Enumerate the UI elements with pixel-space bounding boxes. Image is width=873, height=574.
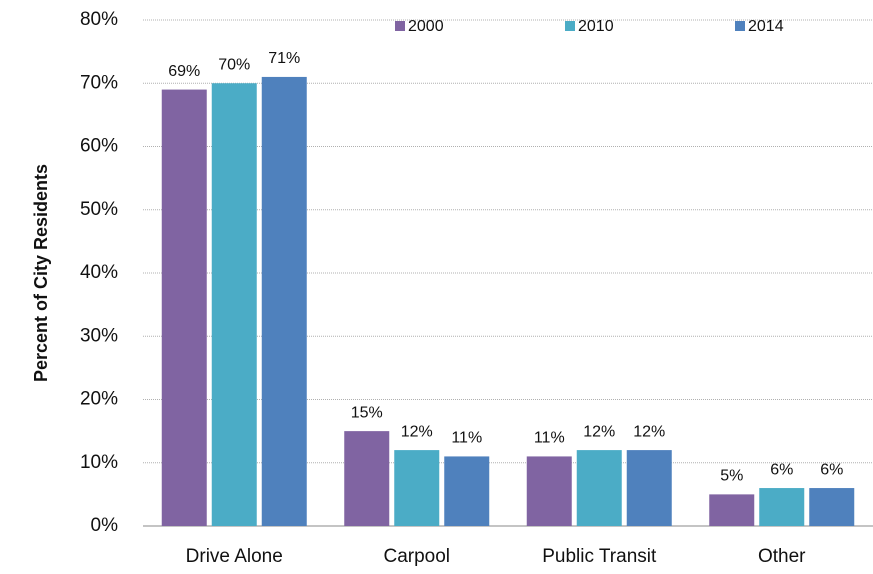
legend-swatch — [565, 21, 575, 31]
bar — [344, 431, 390, 526]
value-label: 12% — [633, 423, 665, 440]
bar — [526, 456, 572, 526]
x-tick-label: Drive Alone — [186, 546, 283, 567]
value-label: 11% — [451, 430, 482, 447]
legend-label: 2010 — [578, 18, 614, 35]
y-axis-title: Percent of City Residents — [31, 164, 51, 382]
value-label: 5% — [720, 468, 743, 485]
y-tick-label: 10% — [80, 452, 118, 473]
y-tick-label: 80% — [80, 9, 118, 30]
x-tick-label: Public Transit — [542, 546, 657, 567]
legend-label: 2014 — [748, 18, 784, 35]
bar — [444, 456, 490, 526]
x-tick-label: Other — [758, 546, 806, 567]
y-tick-label: 30% — [80, 325, 118, 346]
y-tick-label: 20% — [80, 389, 118, 410]
value-label: 12% — [583, 423, 615, 440]
bar — [161, 89, 207, 526]
value-label: 69% — [168, 63, 200, 80]
bar — [576, 450, 622, 526]
bar — [809, 488, 855, 526]
legend-label: 2000 — [408, 18, 444, 35]
bar — [759, 488, 805, 526]
y-tick-label: 60% — [80, 136, 118, 157]
y-tick-label: 50% — [80, 199, 118, 220]
value-label: 6% — [820, 461, 843, 478]
bar — [626, 450, 672, 526]
value-label: 12% — [401, 423, 433, 440]
x-tick-label: Carpool — [383, 546, 450, 567]
legend-swatch — [735, 21, 745, 31]
y-tick-label: 40% — [80, 262, 118, 283]
value-label: 71% — [268, 50, 300, 67]
y-tick-label: 0% — [91, 515, 119, 536]
bar — [709, 494, 755, 526]
y-tick-label: 70% — [80, 72, 118, 93]
bar — [394, 450, 440, 526]
bar — [261, 76, 307, 527]
value-label: 70% — [218, 56, 250, 73]
legend-swatch — [395, 21, 405, 31]
value-label: 6% — [770, 461, 793, 478]
value-label: 15% — [351, 404, 383, 421]
bar — [211, 83, 257, 526]
value-label: 11% — [534, 430, 565, 447]
